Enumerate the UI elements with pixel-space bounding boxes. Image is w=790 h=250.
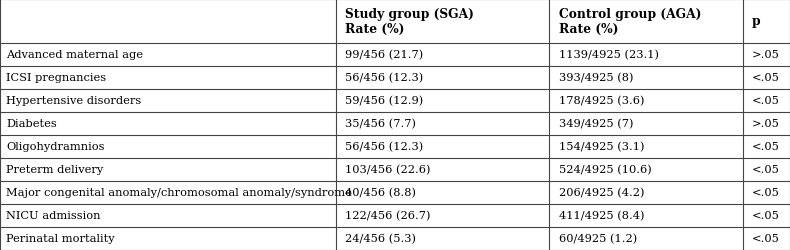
Text: 99/456 (21.7): 99/456 (21.7) [345,50,423,60]
Text: <.05: <.05 [752,96,780,106]
Text: ICSI pregnancies: ICSI pregnancies [6,73,107,83]
Text: 393/4925 (8): 393/4925 (8) [559,73,633,83]
Text: >.05: >.05 [752,50,780,60]
Text: 206/4925 (4.2): 206/4925 (4.2) [559,188,644,198]
Text: Diabetes: Diabetes [6,119,57,129]
Text: NICU admission: NICU admission [6,211,101,220]
Text: Perinatal mortality: Perinatal mortality [6,234,115,243]
Text: <.05: <.05 [752,73,780,83]
Text: <.05: <.05 [752,188,780,198]
Text: Oligohydramnios: Oligohydramnios [6,142,105,152]
Text: 524/4925 (10.6): 524/4925 (10.6) [559,165,651,175]
Text: Study group (SGA)
Rate (%): Study group (SGA) Rate (%) [345,8,474,36]
Text: 56/456 (12.3): 56/456 (12.3) [345,142,423,152]
Text: 103/456 (22.6): 103/456 (22.6) [345,165,431,175]
Text: 122/456 (26.7): 122/456 (26.7) [345,210,431,221]
Text: 24/456 (5.3): 24/456 (5.3) [345,234,416,244]
Text: <.05: <.05 [752,211,780,220]
Text: p: p [752,16,761,28]
Text: 1139/4925 (23.1): 1139/4925 (23.1) [559,50,659,60]
Text: >.05: >.05 [752,119,780,129]
Text: 40/456 (8.8): 40/456 (8.8) [345,188,416,198]
Text: <.05: <.05 [752,234,780,243]
Text: 349/4925 (7): 349/4925 (7) [559,119,633,129]
Text: Major congenital anomaly/chromosomal anomaly/syndrome: Major congenital anomaly/chromosomal ano… [6,188,352,198]
Text: Preterm delivery: Preterm delivery [6,165,103,175]
Text: 411/4925 (8.4): 411/4925 (8.4) [559,210,644,221]
Text: Control group (AGA)
Rate (%): Control group (AGA) Rate (%) [559,8,701,36]
Text: 56/456 (12.3): 56/456 (12.3) [345,73,423,83]
Text: 154/4925 (3.1): 154/4925 (3.1) [559,142,644,152]
Text: 59/456 (12.9): 59/456 (12.9) [345,96,423,106]
Text: 178/4925 (3.6): 178/4925 (3.6) [559,96,644,106]
Text: Hypertensive disorders: Hypertensive disorders [6,96,141,106]
Text: 60/4925 (1.2): 60/4925 (1.2) [559,234,637,244]
Text: <.05: <.05 [752,142,780,152]
Text: <.05: <.05 [752,165,780,175]
Text: Advanced maternal age: Advanced maternal age [6,50,143,60]
Text: 35/456 (7.7): 35/456 (7.7) [345,119,416,129]
